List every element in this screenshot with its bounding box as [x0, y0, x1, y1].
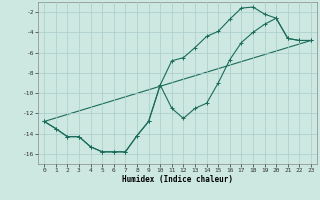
- X-axis label: Humidex (Indice chaleur): Humidex (Indice chaleur): [122, 175, 233, 184]
